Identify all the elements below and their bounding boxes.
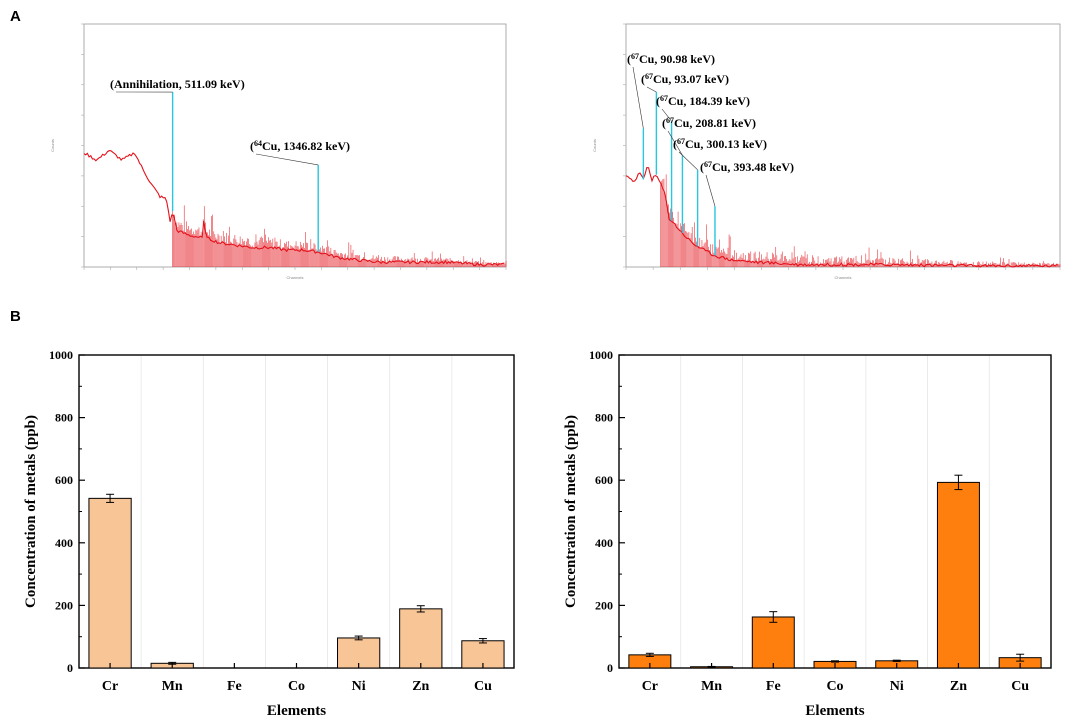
spectrum-1-peak-label-5: (67Cu, 393.48 keV) — [700, 160, 794, 174]
bar-chart-0-bar-cr — [88, 497, 132, 669]
spectrum-1-peak-arrow-1 — [646, 86, 657, 93]
bar-chart-0-xtick-label: Co — [288, 679, 305, 694]
bar-chart-1-ytick-label: 200 — [595, 598, 613, 612]
bar-chart-0-bar-ni — [337, 637, 381, 669]
bar-chart-0-xtick-label: Fe — [227, 679, 242, 694]
bar-chart-1-ytick-label: 600 — [595, 473, 613, 487]
bar-chart-1-xtick-label: Cr — [642, 679, 658, 694]
bar-chart-0-bar-zn — [399, 608, 443, 669]
spectrum-0-xlabel: Channels — [287, 275, 304, 280]
bar-chart-1-xtick-label: Zn — [950, 679, 967, 694]
spectrum-1-peak-label-2: (67Cu, 184.39 keV) — [656, 94, 750, 108]
bar-chart-1-ytick-label: 1000 — [589, 348, 613, 362]
bar-chart-0-ytick-label: 200 — [55, 598, 73, 612]
spectrum-1-peak-arrow-5 — [705, 174, 716, 207]
spectrum-1-peak-arrow-2 — [661, 108, 672, 122]
spectrum-0-curve — [83, 150, 505, 267]
spectrum-0-peak-label-0: (Annihilation, 511.09 keV) — [110, 77, 245, 91]
bar-chart-1-xtick-label: Cu — [1011, 679, 1029, 694]
bar-chart-0-xtick-label: Cu — [474, 679, 492, 694]
bar-chart-0-xtick-label: Ni — [352, 679, 366, 694]
bar-chart-1-xtick-label: Fe — [766, 679, 781, 694]
bar-chart-1-bar-fe — [751, 616, 795, 669]
spectrum-1-peak-label-4: (67Cu, 300.13 keV) — [673, 137, 767, 151]
bar-chart-1-xtick-label: Ni — [890, 679, 904, 694]
bar-chart-0-ytick-label: 600 — [55, 473, 73, 487]
spectrum-1-peak-label-3: (67Cu, 208.81 keV) — [662, 116, 756, 130]
bar-chart-1-bar-zn — [936, 481, 980, 669]
spectrum-0-peak-label-1: (64Cu, 1346.82 keV) — [250, 139, 350, 153]
spectrum-1-ylabel: Counts — [592, 139, 597, 152]
bar-chart-1-xlabel: Elements — [805, 703, 864, 719]
panel-a-label: A — [10, 8, 21, 25]
spectrum-1-noise — [660, 174, 1061, 267]
bar-chart-1-xtick-label: Mn — [701, 679, 722, 694]
spectrum-1-curve — [625, 167, 1059, 268]
spectrum-1-peak-label-1: (67Cu, 93.07 keV) — [641, 72, 729, 86]
bar-chart-1-xtick-label: Co — [826, 679, 843, 694]
bar-chart-0-frame — [78, 354, 515, 669]
spectrum-1-xlabel: Channels — [835, 275, 852, 280]
bar-chart-1-ylabel: Concentration of metals (ppb) — [563, 415, 579, 608]
panel-b-label: B — [10, 308, 21, 325]
bar-chart-0-xlabel: Elements — [267, 703, 326, 719]
bar-chart-1-ytick-label: 400 — [595, 536, 613, 550]
bar-chart-0-ylabel: Concentration of metals (ppb) — [23, 415, 39, 608]
bar-chart-0-ytick-label: 1000 — [49, 348, 73, 362]
bar-chart-1-ytick-label: 800 — [595, 411, 613, 425]
spectrum-0-ylabel: Counts — [50, 139, 55, 152]
bar-chart-0-xtick-label: Cr — [102, 679, 118, 694]
bar-chart-1-frame — [618, 354, 1052, 669]
bar-chart-0-xtick-label: Zn — [412, 679, 429, 694]
bar-chart-0-ytick-label: 400 — [55, 536, 73, 550]
spectrum-1-peak-arrow-0 — [632, 66, 644, 129]
bar-chart-0-ytick-label: 0 — [67, 661, 73, 675]
spectrum-1-peak-arrow-3 — [667, 130, 683, 156]
bar-chart-0-ytick-label: 800 — [55, 411, 73, 425]
spectrum-0-peak-arrow-1 — [255, 153, 319, 166]
bar-chart-1-ytick-label: 0 — [607, 661, 613, 675]
bar-chart-0-xtick-label: Mn — [162, 679, 183, 694]
spectrum-1-peak-arrow-4 — [678, 151, 698, 171]
spectrum-1-peak-label-0: (67Cu, 90.98 keV) — [627, 52, 715, 66]
